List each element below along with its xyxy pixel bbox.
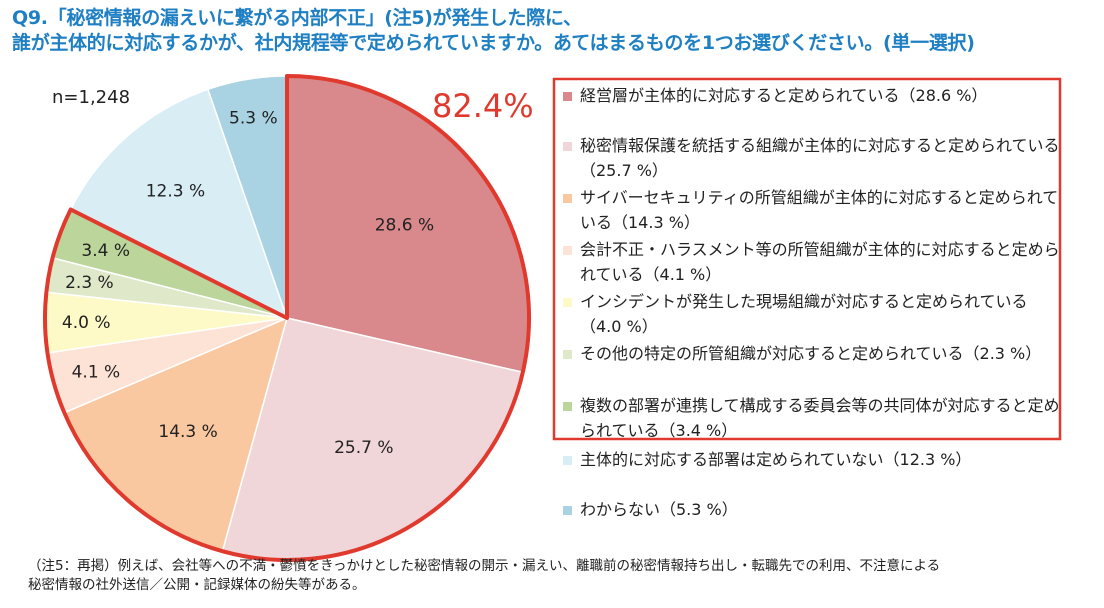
highlight-outline	[43, 74, 531, 562]
legend-swatch	[563, 402, 572, 411]
slice-labels: 28.6 % 25.7 % 14.3 % 4.1 % 4.0 % 2.3 % 3.4 % 12…	[62, 109, 434, 458]
chart-title: Q9.「秘密情報の漏えいに繋がる内部不正」(注5)が発生した際に、 誰が主体的に…	[12, 6, 1097, 56]
pie-slice-8	[69, 88, 289, 320]
legend-swatch	[563, 456, 572, 465]
legend-label: 主体的に対応する部署は定められていない（12.3 %）	[580, 450, 972, 469]
slice-label-6: 2.3 %	[65, 273, 114, 293]
legend-highlight-box	[552, 77, 1062, 441]
legend-swatch	[563, 142, 572, 151]
legend-item-4: 会計不正・ハラスメント等の所管組織が主体的に対応すると定められている（4.1 %…	[563, 237, 1063, 287]
legend-item-1: 経営層が主体的に対応すると定められている（28.6 %）	[563, 83, 1063, 108]
legend-swatch	[563, 350, 572, 359]
chart-title-line2: 誰が主体的に対応するかが、社内規程等で定められていますか。あてはまるものを1つお…	[12, 32, 975, 54]
legend-label: 経営層が主体的に対応すると定められている（28.6 %）	[580, 86, 988, 105]
legend-label: インシデントが発生した現場組織が対応すると定められている（4.0 %）	[580, 292, 1028, 336]
legend-swatch	[563, 92, 572, 101]
legend-label: 複数の部署が連携して構成する委員会等の共同体が対応すると定められている（3.4 …	[580, 396, 1060, 440]
highlight-total-label: 82.4%	[432, 87, 534, 125]
legend-item-5: インシデントが発生した現場組織が対応すると定められている（4.0 %）	[563, 289, 1063, 339]
legend-item-9: わからない（5.3 %）	[563, 497, 1063, 522]
legend-item-2: 秘密情報保護を統括する組織が主体的に対応すると定められている（25.7 %）	[563, 133, 1063, 183]
legend-item-3: サイバーセキュリティの所管組織が主体的に対応すると定められている（14.3 %）	[563, 185, 1063, 235]
legend-label: 秘密情報保護を統括する組織が主体的に対応すると定められている（25.7 %）	[580, 136, 1060, 180]
legend-item-8: 主体的に対応する部署は定められていない（12.3 %）	[563, 447, 1063, 472]
chart-title-line1: Q9.「秘密情報の漏えいに繋がる内部不正」(注5)が発生した際に、	[12, 7, 582, 29]
sample-size-label: n=1,248	[52, 87, 130, 108]
legend-label: サイバーセキュリティの所管組織が主体的に対応すると定められている（14.3 %）	[580, 188, 1059, 232]
slice-label-1: 28.6 %	[375, 216, 434, 236]
footnote: （注5：再掲）例えば、会社等への不満・鬱憤をきっかけとした秘密情報の開示・漏えい…	[28, 557, 1088, 595]
legend-swatch	[563, 506, 572, 515]
slice-label-5: 4.0 %	[62, 313, 111, 333]
legend-swatch	[563, 246, 572, 255]
footnote-line1: （注5：再掲）例えば、会社等への不満・鬱憤をきっかけとした秘密情報の開示・漏えい…	[28, 558, 941, 574]
legend-swatch	[563, 298, 572, 307]
legend-item-6: その他の特定の所管組織が対応すると定められている（2.3 %）	[563, 341, 1063, 366]
slice-label-8: 12.3 %	[146, 182, 205, 202]
slice-label-3: 14.3 %	[158, 422, 217, 442]
legend-label: 会計不正・ハラスメント等の所管組織が主体的に対応すると定められている（4.1 %…	[580, 240, 1060, 284]
legend-item-7: 複数の部署が連携して構成する委員会等の共同体が対応すると定められている（3.4 …	[563, 393, 1063, 443]
slice-label-9: 5.3 %	[229, 109, 278, 129]
slice-label-4: 4.1 %	[72, 363, 121, 383]
legend-label: わからない（5.3 %）	[580, 500, 738, 519]
slice-label-7: 3.4 %	[81, 241, 130, 261]
legend-label: その他の特定の所管組織が対応すると定められている（2.3 %）	[580, 344, 1042, 363]
footnote-line2: 秘密情報の社外送信／公開・記録媒体の紛失等がある。	[28, 577, 366, 593]
pie-slices	[44, 75, 530, 561]
legend-swatch	[563, 194, 572, 203]
highlight-outline-group	[43, 74, 531, 562]
slice-label-2: 25.7 %	[334, 438, 393, 458]
